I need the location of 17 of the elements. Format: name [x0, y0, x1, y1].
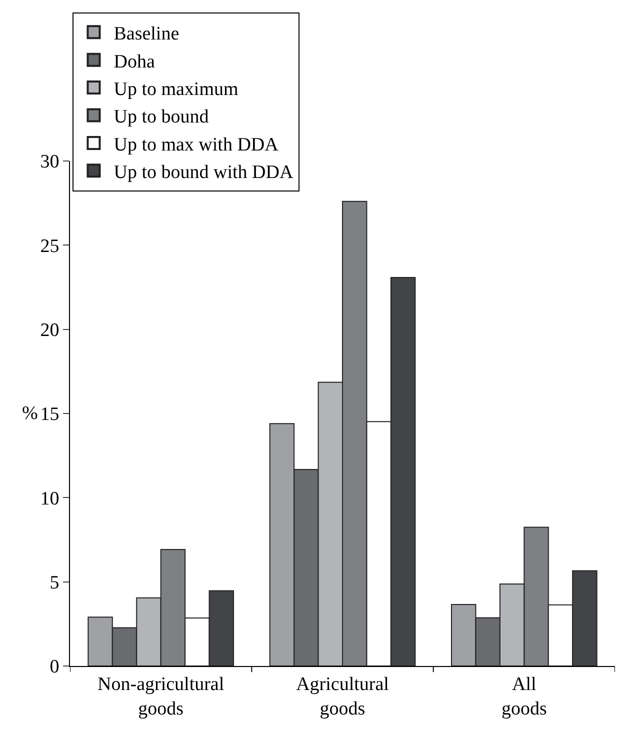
y-tick-label: 20	[40, 320, 60, 341]
legend-label: Up to maximum	[114, 78, 238, 100]
y-axis-title: %	[22, 403, 38, 424]
x-tick-label: Agricultural goods	[296, 674, 389, 720]
y-tick-label: 0	[50, 656, 60, 678]
legend-label: Up to max with DDA	[114, 134, 279, 156]
x-tick-label: Non-agricultural goods	[98, 674, 224, 720]
legend-label: Up to bound	[114, 106, 210, 128]
y-tick-label: 25	[40, 236, 60, 257]
y-tick-label: 15	[40, 404, 60, 426]
y-tick-label: 5	[50, 572, 60, 594]
y-tick-label: 30	[40, 152, 60, 173]
legend-label: Doha	[114, 51, 156, 72]
y-tick-label: 10	[40, 488, 60, 510]
legend-label: Baseline	[114, 24, 180, 45]
x-tick-label: All goods	[501, 674, 547, 720]
legend-label: Up to bound with DDA	[114, 162, 294, 184]
